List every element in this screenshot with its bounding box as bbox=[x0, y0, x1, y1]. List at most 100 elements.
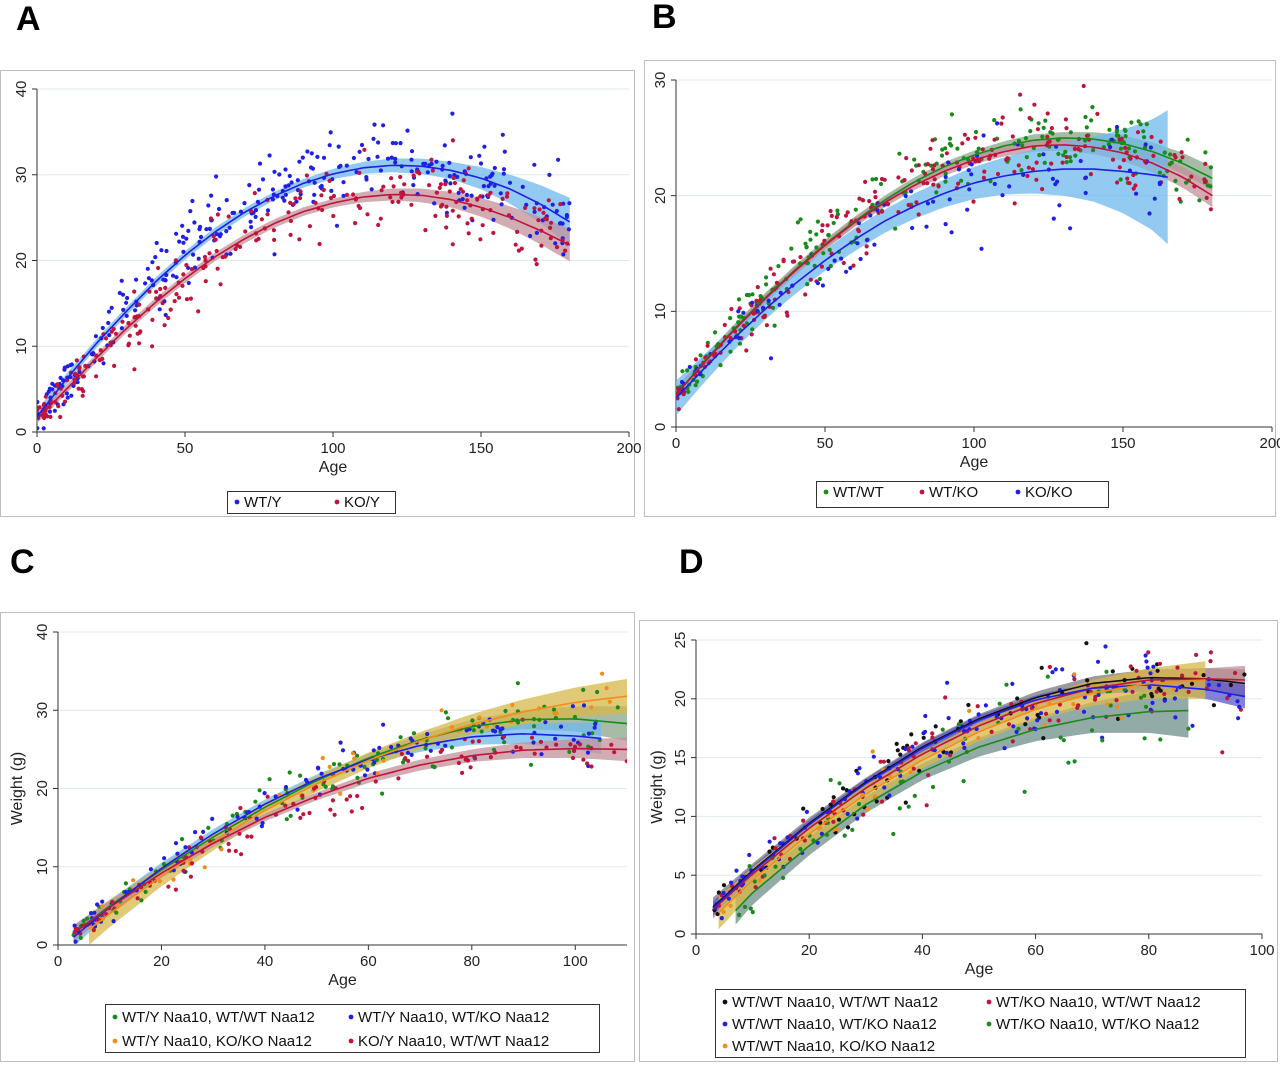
data-point bbox=[1197, 198, 1202, 203]
data-point bbox=[399, 195, 404, 200]
data-point bbox=[444, 210, 449, 215]
data-point bbox=[1000, 115, 1005, 120]
data-point bbox=[1108, 145, 1113, 150]
data-point bbox=[286, 183, 291, 188]
data-point bbox=[1042, 722, 1047, 728]
data-point bbox=[472, 756, 478, 761]
fit-line bbox=[676, 168, 1168, 399]
x-tick-label: 150 bbox=[468, 440, 493, 457]
data-point bbox=[90, 352, 95, 357]
data-point bbox=[1060, 667, 1065, 672]
data-point bbox=[792, 259, 797, 264]
data-point bbox=[369, 187, 374, 192]
data-point bbox=[921, 735, 926, 740]
data-point bbox=[539, 752, 544, 757]
data-point bbox=[1076, 147, 1081, 152]
data-point bbox=[842, 833, 847, 838]
fit-line bbox=[718, 679, 1206, 914]
data-point bbox=[904, 156, 909, 161]
data-point bbox=[331, 762, 337, 767]
data-point bbox=[1143, 704, 1149, 709]
data-point bbox=[468, 155, 473, 160]
data-point bbox=[1041, 125, 1046, 130]
data-point bbox=[402, 182, 407, 187]
fit-line bbox=[735, 709, 1189, 912]
data-point bbox=[827, 247, 832, 252]
data-point bbox=[85, 916, 90, 921]
data-point bbox=[1189, 681, 1195, 686]
data-point bbox=[377, 745, 382, 751]
data-point bbox=[293, 196, 298, 201]
data-point bbox=[880, 209, 885, 214]
data-point bbox=[69, 393, 74, 398]
data-point bbox=[74, 358, 79, 363]
data-point bbox=[940, 727, 945, 732]
data-point bbox=[455, 174, 460, 179]
data-point bbox=[1025, 716, 1030, 721]
data-point bbox=[398, 174, 403, 180]
data-point bbox=[319, 193, 324, 198]
data-point bbox=[328, 195, 334, 201]
data-point bbox=[371, 136, 376, 141]
data-point bbox=[930, 138, 935, 143]
data-point bbox=[1126, 146, 1131, 151]
data-point bbox=[421, 161, 426, 166]
data-point bbox=[170, 273, 176, 278]
data-point bbox=[378, 168, 383, 173]
data-point bbox=[321, 155, 327, 160]
data-point bbox=[1115, 716, 1121, 722]
data-point bbox=[471, 728, 476, 733]
data-point bbox=[855, 771, 861, 776]
data-point bbox=[227, 225, 232, 230]
x-tick-label: 50 bbox=[817, 435, 834, 452]
data-point bbox=[289, 180, 294, 185]
legend-marker bbox=[919, 489, 925, 495]
data-point bbox=[1071, 702, 1076, 707]
data-point bbox=[1136, 119, 1141, 124]
data-point bbox=[1122, 127, 1127, 132]
data-point bbox=[405, 750, 411, 755]
data-point bbox=[173, 887, 178, 892]
data-point bbox=[327, 764, 332, 770]
y-tick-label: 5 bbox=[672, 871, 689, 879]
data-point bbox=[460, 770, 465, 776]
data-point bbox=[822, 238, 827, 243]
data-point bbox=[855, 241, 860, 246]
data-point bbox=[398, 735, 403, 740]
data-point bbox=[552, 711, 557, 716]
data-point bbox=[430, 764, 435, 769]
data-point bbox=[537, 207, 542, 212]
data-point bbox=[558, 202, 563, 207]
data-point bbox=[214, 232, 220, 237]
data-point bbox=[357, 205, 363, 211]
data-point bbox=[447, 189, 452, 194]
data-point bbox=[945, 680, 950, 685]
fit-line bbox=[37, 164, 571, 418]
data-point bbox=[1072, 677, 1077, 682]
data-point bbox=[327, 178, 332, 183]
x-tick-label: 20 bbox=[801, 942, 818, 959]
data-point bbox=[181, 868, 186, 874]
data-point bbox=[1110, 669, 1115, 674]
data-point bbox=[423, 746, 428, 751]
data-point bbox=[492, 165, 497, 171]
data-point bbox=[406, 758, 411, 764]
data-point bbox=[331, 193, 337, 199]
data-point bbox=[355, 775, 360, 780]
data-point bbox=[337, 164, 342, 170]
data-point bbox=[1083, 190, 1088, 196]
data-point bbox=[1016, 726, 1021, 731]
data-point bbox=[909, 168, 914, 173]
data-point bbox=[1047, 139, 1052, 144]
data-point bbox=[1072, 146, 1077, 151]
data-point bbox=[624, 759, 627, 764]
data-point bbox=[159, 248, 164, 253]
data-point bbox=[764, 323, 770, 328]
data-point bbox=[1186, 689, 1191, 695]
legend-box bbox=[816, 481, 1109, 508]
data-point bbox=[124, 313, 129, 318]
data-point bbox=[181, 240, 186, 245]
data-point bbox=[1089, 118, 1094, 123]
data-point bbox=[1236, 716, 1241, 721]
data-point bbox=[180, 283, 185, 288]
